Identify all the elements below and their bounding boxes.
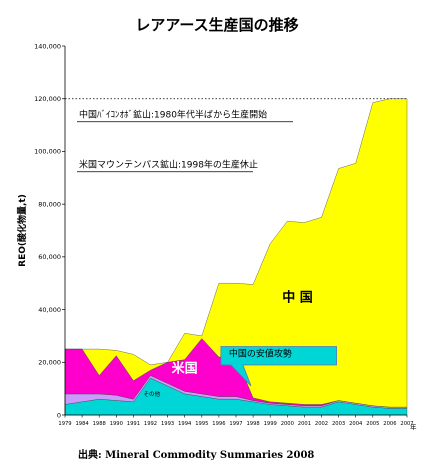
x-tick-label: 2003	[332, 421, 345, 427]
callout-text: 中国の安値攻勢	[229, 347, 292, 359]
y-axis-label: REO(酸化物量,t)	[16, 194, 28, 267]
y-tick-label: 140,000	[34, 42, 61, 50]
y-tick-label: 120,000	[34, 95, 61, 103]
x-tick-label: 1979	[58, 421, 71, 427]
series-label-other: その他	[144, 390, 161, 398]
x-tick-label: 2002	[315, 421, 328, 427]
x-tick-label: 1996	[212, 421, 225, 427]
x-tick-label: 1991	[127, 421, 140, 427]
x-tick-label: 2004	[349, 421, 363, 427]
y-axis-label-group: REO(酸化物量,t)	[16, 194, 28, 267]
x-tick-label: 1990	[110, 421, 123, 427]
x-tick-label: 1997	[229, 421, 242, 427]
y-tick-label: 40,000	[38, 306, 61, 314]
y-tick-label: 0	[57, 411, 61, 419]
x-tick-label: 1999	[264, 421, 277, 427]
area-series-中国	[65, 98, 408, 408]
y-tick-label: 80,000	[38, 200, 61, 208]
x-tick-label: 2005	[366, 421, 379, 427]
y-tick-label: 20,000	[38, 359, 61, 367]
y-ticks-group: 0 20,000 40,000 60,000 80,000 100,000 120,000 1…	[34, 42, 65, 419]
y-tick-label: 60,000	[38, 253, 61, 261]
y-tick-label: 100,000	[34, 148, 61, 156]
annotation-baiyun-mine: 中国ﾊﾞｲｺﾝｵﾎﾞ鉱山:1980年代半ばから生産開始	[79, 109, 267, 121]
x-tick-label: 1995	[195, 421, 208, 427]
x-tick-label: 2001	[298, 421, 311, 427]
series-label-us: 米国	[172, 361, 198, 377]
callout-bubble	[220, 346, 338, 387]
chart-title: レアアース生産国の推移	[135, 16, 298, 34]
x-tick-label: 2006	[383, 421, 396, 427]
x-tick-label: 1993	[161, 421, 174, 427]
x-tick-label: 1992	[144, 421, 157, 427]
annotation-mountain-pass-mine: 米国マウンテンパス鉱山:1998年の生産休止	[79, 159, 258, 171]
x-axis-unit: 年	[410, 422, 417, 431]
x-tick-label: 1988	[93, 421, 106, 427]
x-ticks-group: 1979 1984 1988 1990 1991 1992 1993 1994 1995 1996…	[58, 415, 414, 427]
series-label-china: 中 国	[282, 289, 313, 305]
callout-china-low-price: 中国の安値攻勢	[220, 346, 338, 387]
source-note: 出典: Mineral Commodity Summaries 2008	[78, 448, 314, 461]
x-tick-label: 2007	[400, 421, 413, 427]
x-tick-label: 1998	[246, 421, 259, 427]
x-tick-label: 2000	[281, 421, 294, 427]
x-tick-label: 1994	[178, 421, 192, 427]
x-tick-label: 1984	[75, 421, 89, 427]
